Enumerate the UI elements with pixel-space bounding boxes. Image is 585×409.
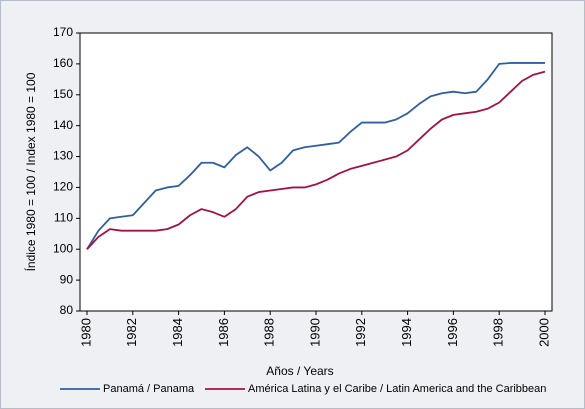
x-tick-label: 1996 (445, 318, 460, 347)
x-tick-label: 2000 (536, 318, 551, 347)
legend-label: Panamá / Panama (103, 383, 195, 395)
x-tick-label: 1980 (78, 318, 93, 347)
y-tick-label: 100 (53, 241, 73, 255)
y-tick-label: 90 (60, 272, 74, 286)
x-tick-label: 1982 (124, 318, 139, 347)
y-tick-label: 170 (53, 25, 73, 39)
x-tick-label: 1998 (491, 318, 506, 347)
y-tick-label: 120 (53, 180, 73, 194)
y-tick-label: 130 (53, 149, 73, 163)
y-tick-label: 140 (53, 118, 73, 132)
series-line (86, 62, 545, 250)
y-tick-label: 110 (54, 211, 73, 225)
y-tick-label: 150 (53, 87, 73, 101)
x-tick-label: 1986 (216, 318, 231, 347)
series-line (86, 70, 546, 250)
x-tick-label: 1984 (170, 318, 185, 347)
y-axis-label: Índice 1980 = 100 / Index 1980 = 100 (23, 72, 38, 271)
legend-label: América Latina y el Caribe / Latin Ameri… (248, 383, 546, 395)
x-tick-label: 1988 (262, 318, 277, 347)
plot-area (79, 32, 553, 312)
x-tick-label: 1994 (399, 318, 414, 347)
x-axis-label: Años / Years (266, 364, 333, 378)
x-tick-label: 1992 (353, 318, 368, 347)
y-tick-label: 80 (60, 303, 74, 317)
x-tick-label: 1990 (307, 318, 322, 347)
y-tick-label: 160 (53, 56, 73, 70)
